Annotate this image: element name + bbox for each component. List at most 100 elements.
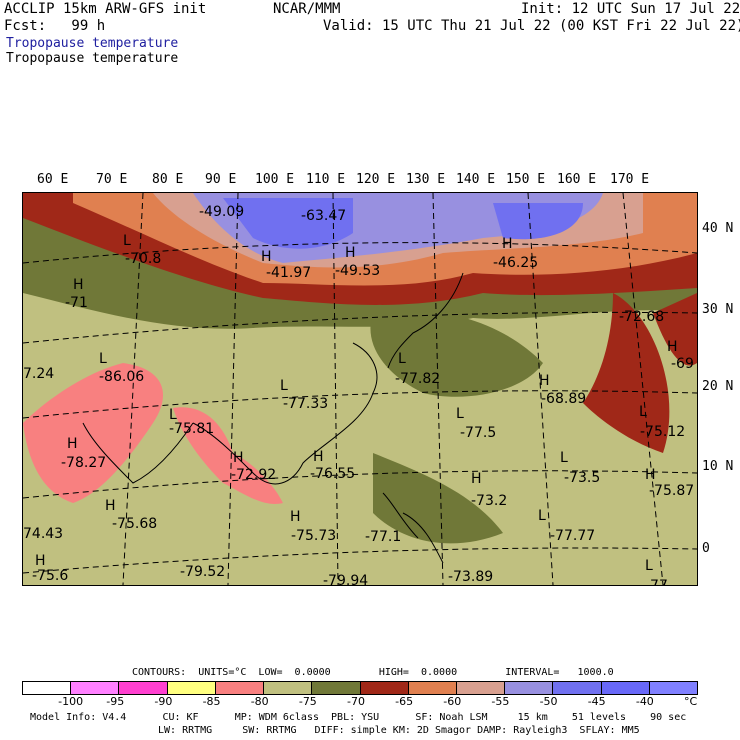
temperature-value: -75.81 [169, 421, 215, 437]
legend-swatch [71, 682, 120, 694]
legend-tick-label: °C [684, 695, 698, 708]
temperature-value: -86.06 [99, 369, 145, 385]
low-marker: L [560, 450, 568, 466]
temperature-value: -77.77 [550, 528, 596, 544]
legend-tick-label: -85 [202, 695, 221, 708]
legend-tick-label: -95 [106, 695, 125, 708]
temperature-value: -77.82 [395, 371, 441, 387]
longitude-label: 110 E [306, 172, 346, 187]
forecast-hour: Fcst: 99 h [4, 18, 106, 34]
temperature-value: -75.73 [291, 528, 337, 544]
model-title: ACCLIP 15km ARW-GFS init [4, 1, 207, 17]
temperature-value: -69 [671, 356, 694, 372]
legend-swatch [649, 682, 698, 694]
high-marker: H [345, 245, 356, 261]
legend-swatch [360, 682, 409, 694]
legend-tick-label: -90 [154, 695, 173, 708]
temperature-value: -75.12 [640, 424, 686, 440]
high-marker: H [667, 339, 678, 355]
longitude-label: 70 E [96, 172, 128, 187]
high-marker: H [290, 509, 301, 525]
latitude-label: 30 N [702, 302, 734, 317]
temperature-value: -77.33 [283, 396, 329, 412]
legend-tick-label: -100 [58, 695, 84, 708]
low-marker: L [538, 508, 546, 524]
contours-info: CONTOURS: UNITS=°C LOW= 0.0000 HIGH= 0.0… [132, 667, 614, 678]
legend-tick-label: -65 [395, 695, 414, 708]
legend-swatch [408, 682, 457, 694]
temperature-value: -46.25 [493, 255, 539, 271]
low-marker: L [645, 558, 653, 574]
temperature-value: -79.94 [323, 573, 369, 586]
longitude-label: 90 E [205, 172, 237, 187]
temperature-value: -75.6 [32, 568, 69, 584]
legend-swatch [119, 682, 168, 694]
temperature-value: -49.53 [335, 263, 381, 279]
longitude-label: 60 E [37, 172, 69, 187]
low-marker: L [456, 406, 464, 422]
legend-tick-label: -70 [347, 695, 365, 708]
temperature-value: -77.1 [365, 529, 402, 545]
legend-swatch [167, 682, 216, 694]
temperature-value: 74.43 [23, 526, 64, 542]
latitude-label: 0 [702, 541, 710, 556]
low-marker: L [99, 351, 107, 367]
valid-time: Valid: 15 UTC Thu 21 Jul 22 (00 KST Fri … [323, 18, 740, 34]
temperature-value: -70.8 [125, 251, 162, 267]
legend-tick-label: -45 [587, 695, 606, 708]
temperature-value: -72.92 [231, 467, 277, 483]
longitude-label: 130 E [406, 172, 446, 187]
temperature-value: -75.68 [112, 516, 158, 532]
low-marker: L [639, 404, 647, 420]
legend-swatch [215, 682, 265, 694]
legend-tick-label: -80 [250, 695, 269, 708]
legend-swatch [264, 682, 313, 694]
latitude-label: 40 N [702, 221, 734, 236]
low-marker: L [280, 378, 288, 394]
longitude-label: 120 E [356, 172, 396, 187]
low-marker: L [123, 233, 131, 249]
high-marker: H [105, 498, 116, 514]
model-info: Model Info: V4.4 CU: KF MP: WDM 6class P… [30, 712, 687, 723]
legend-swatch [23, 682, 72, 694]
map-canvas [23, 193, 697, 585]
legend-tick-label: -50 [539, 695, 558, 708]
temperature-value: -77 [645, 578, 668, 586]
org-label: NCAR/MMM [273, 1, 341, 17]
field-title-2: Tropopause temperature [6, 51, 179, 66]
high-marker: H [73, 277, 84, 293]
tropopause-temperature-map: -49.09 -63.47 L -70.8 H -41.97 H -49.53 H -46.25 H… [22, 192, 698, 586]
temperature-value: -72.68 [619, 309, 665, 325]
legend-swatch [312, 682, 361, 694]
latitude-label: 10 N [702, 459, 734, 474]
legend-tick-label: -55 [491, 695, 510, 708]
field-title-1: Tropopause temperature [6, 36, 179, 51]
high-marker: H [539, 373, 550, 389]
legend-swatch [601, 682, 650, 694]
low-marker: L [398, 351, 406, 367]
high-marker: H [645, 467, 656, 483]
high-marker: H [233, 450, 244, 466]
high-marker: H [471, 471, 482, 487]
legend-swatch [553, 682, 602, 694]
temperature-value: -63.47 [301, 208, 347, 224]
latitude-label: 20 N [702, 379, 734, 394]
longitude-label: 140 E [456, 172, 496, 187]
color-legend [22, 681, 698, 695]
longitude-label: 100 E [255, 172, 295, 187]
high-marker: H [502, 236, 513, 252]
temperature-value: -78.27 [61, 455, 107, 471]
high-marker: H [261, 249, 272, 265]
temperature-value: -77.5 [460, 425, 497, 441]
temperature-value: -41.97 [266, 265, 312, 281]
high-marker: H [313, 449, 324, 465]
init-time: Init: 12 UTC Sun 17 Jul 22 [521, 1, 740, 17]
longitude-label: 80 E [152, 172, 184, 187]
temperature-value: -73.89 [448, 569, 494, 585]
temperature-value: -79.52 [180, 564, 226, 580]
longitude-label: 160 E [557, 172, 597, 187]
temperature-value: -68.89 [541, 391, 587, 407]
legend-tick-label: -75 [298, 695, 317, 708]
high-marker: H [67, 436, 78, 452]
physics-info: LW: RRTMG SW: RRTMG DIFF: simple KM: 2D … [158, 725, 640, 736]
